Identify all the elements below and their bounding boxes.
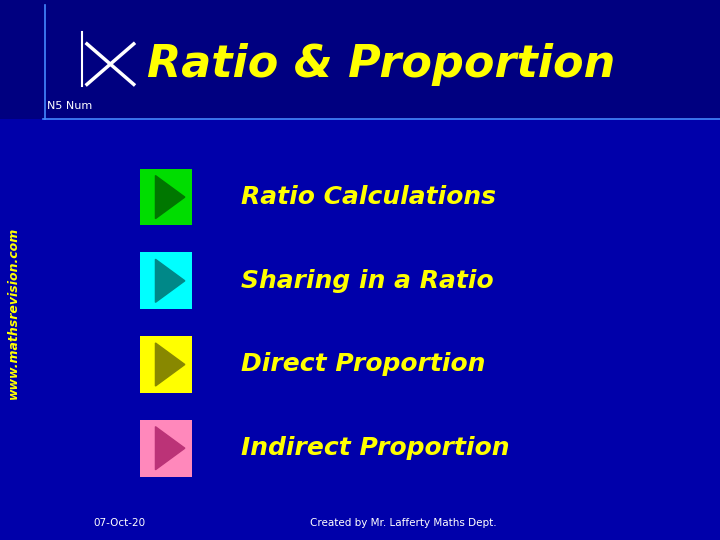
Bar	[140, 420, 192, 476]
Bar	[140, 253, 192, 309]
Text: Created by Mr. Lafferty Maths Dept.: Created by Mr. Lafferty Maths Dept.	[310, 518, 497, 528]
Text: www.mathsrevision.com: www.mathsrevision.com	[6, 227, 19, 399]
Text: Ratio & Proportion: Ratio & Proportion	[148, 43, 616, 86]
Bar	[87, 44, 134, 84]
Text: Indirect Proportion: Indirect Proportion	[241, 436, 510, 460]
Bar	[140, 168, 192, 226]
Text: Ratio Calculations: Ratio Calculations	[241, 185, 496, 209]
Text: N5 Num: N5 Num	[47, 100, 92, 111]
Bar	[140, 336, 192, 393]
Text: Sharing in a Ratio: Sharing in a Ratio	[241, 269, 494, 293]
Polygon shape	[156, 343, 185, 386]
Polygon shape	[156, 176, 185, 219]
Polygon shape	[156, 427, 185, 470]
Text: 07-Oct-20: 07-Oct-20	[94, 518, 145, 528]
Text: Direct Proportion: Direct Proportion	[241, 353, 485, 376]
Polygon shape	[156, 259, 185, 302]
Bar	[0, 0, 720, 119]
